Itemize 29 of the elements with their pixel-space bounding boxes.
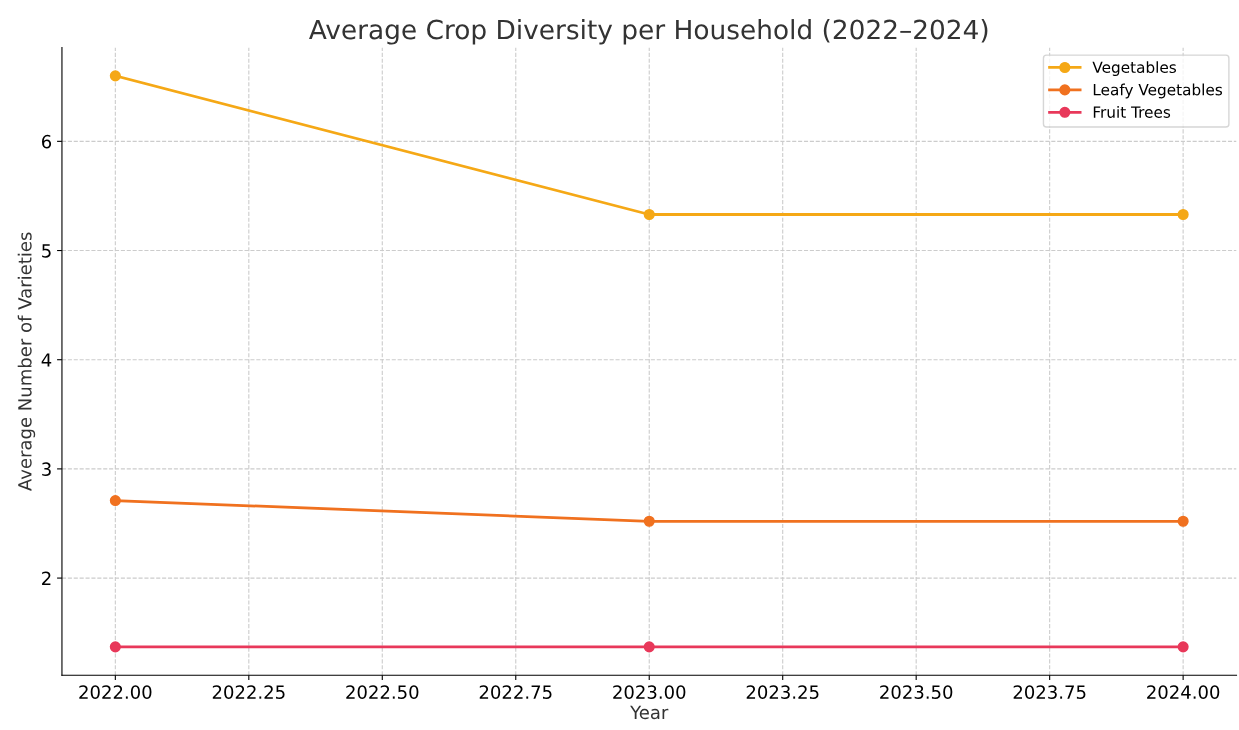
y-tick-label: 6 (42, 134, 52, 149)
x-tick-label: 2023.50 (880, 685, 953, 699)
x-tick-label: 2023.75 (1013, 685, 1086, 699)
chart-title: Average Crop Diversity per Household (2022–2024) (309, 19, 988, 45)
y-axis-title: Average Number of Varieties (17, 232, 36, 491)
x-axis-title: Year (630, 705, 669, 720)
y-tick-label: 3 (42, 462, 51, 477)
legend-label: Vegetables (1092, 61, 1177, 76)
x-tick-label: 2022.25 (212, 685, 285, 699)
point (643, 641, 655, 653)
y-tick-label: 2 (42, 571, 51, 585)
x-tick-label: 2024.00 (1147, 685, 1220, 699)
legend-label: Leafy Vegetables (1093, 83, 1223, 99)
x-tick-label: 2022.50 (346, 685, 419, 699)
y-tick-label: 4 (41, 353, 52, 367)
x-tick-label: 2022.75 (479, 685, 552, 699)
point (109, 70, 121, 82)
point (643, 515, 655, 527)
x-tick-label: 2022.00 (79, 685, 152, 699)
point (1177, 208, 1189, 221)
x-tick-label: 2023.00 (613, 685, 686, 699)
point (109, 495, 121, 507)
y-tick-label: 5 (42, 244, 51, 258)
point (1177, 515, 1189, 527)
x-tick-label: 2023.25 (746, 685, 819, 699)
point (109, 641, 121, 653)
legend-label: Fruit Trees (1093, 106, 1171, 118)
point (1177, 641, 1189, 653)
point (643, 208, 655, 221)
